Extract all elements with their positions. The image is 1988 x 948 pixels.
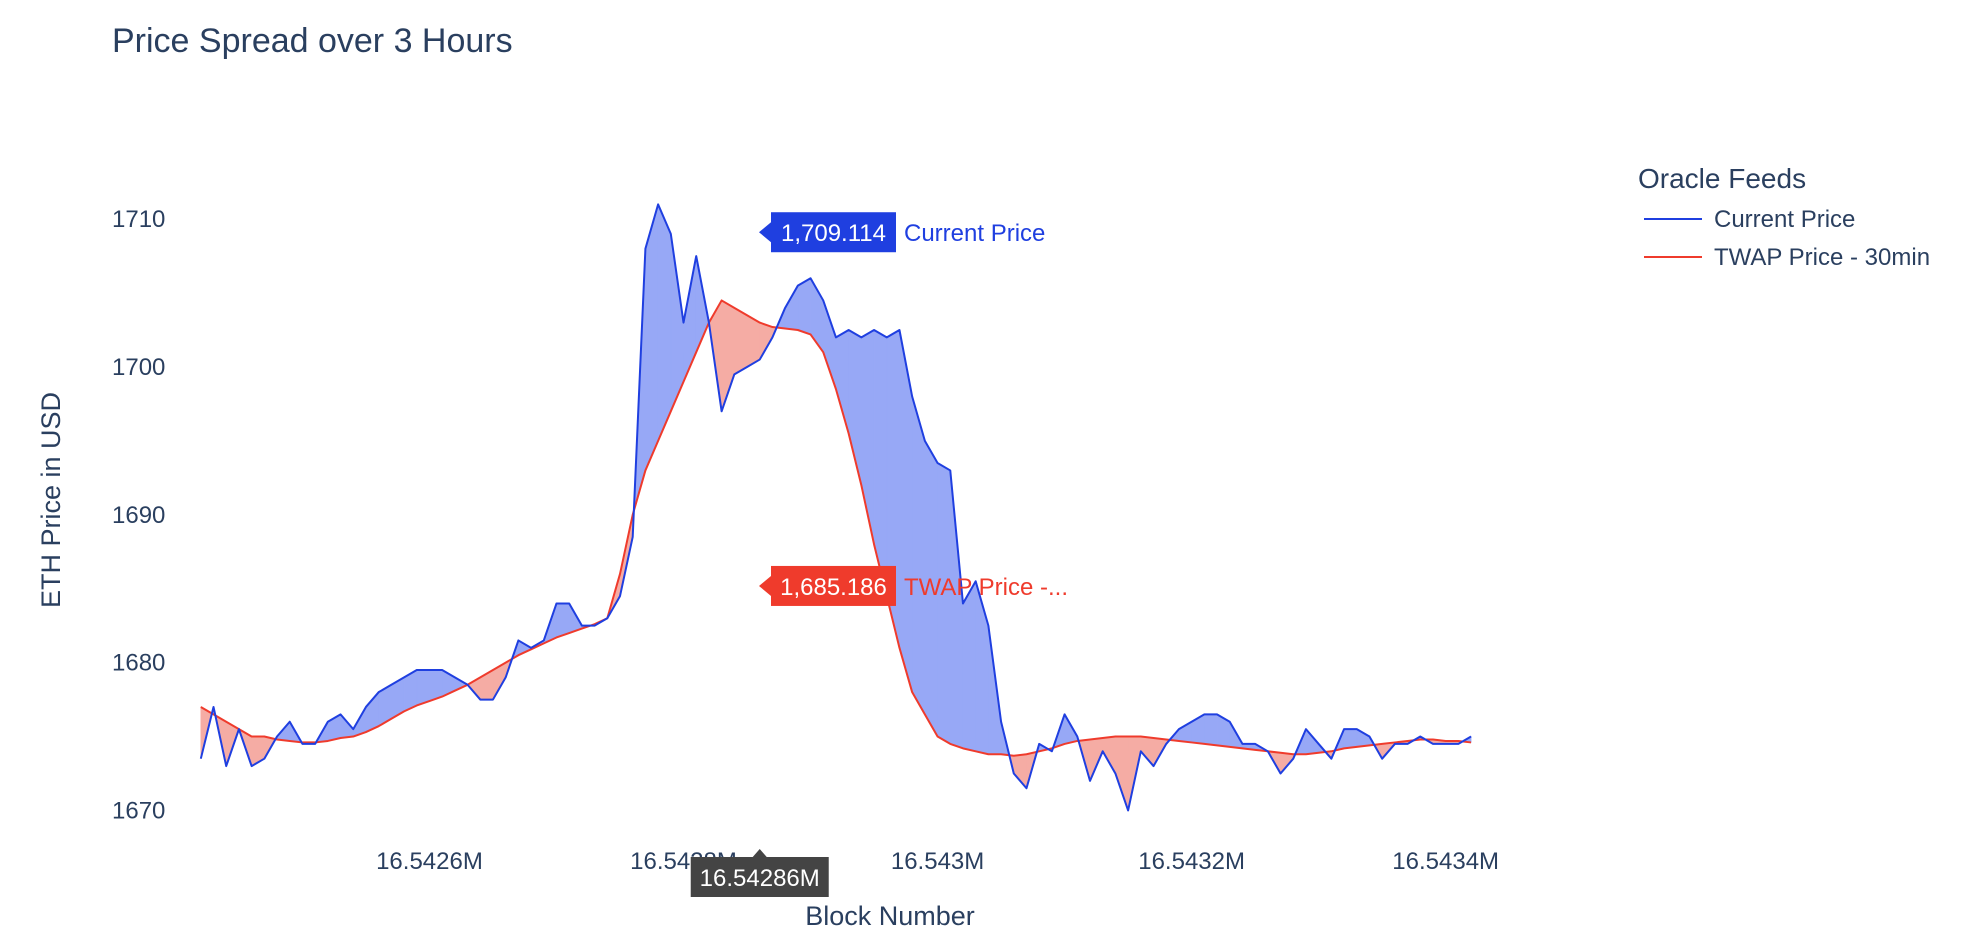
spread-fill-below — [1115, 736, 1129, 811]
x-axis-title: Block Number — [805, 901, 975, 931]
x-tick-label: 16.5432M — [1138, 848, 1245, 875]
hover-series-name: TWAP Price -... — [904, 574, 1068, 601]
hover-value-box — [771, 212, 896, 253]
y-tick-label: 1680 — [112, 650, 165, 677]
x-tick-label: 16.5426M — [376, 848, 483, 875]
legend: Oracle Feeds Current Price TWAP Price - 3… — [1638, 163, 1930, 271]
spread-fill-above — [1216, 713, 1231, 748]
plot-area[interactable] — [199, 203, 1472, 812]
legend-title: Oracle Feeds — [1638, 163, 1806, 194]
hover-value-label: 1,685.186 — [780, 574, 887, 601]
spread-fill-above — [937, 462, 951, 745]
series-lines — [199, 203, 1472, 812]
x-tick-label: 16.543M — [891, 848, 984, 875]
legend-item-label[interactable]: TWAP Price - 30min — [1714, 244, 1930, 271]
y-axis-ticks: 1670 1680 1690 1700 1710 — [112, 206, 165, 824]
x-axis-ticks: 16.5426M 16.5428M 16.543M 16.5432M 16.5434M — [376, 848, 1499, 875]
hover-x-label: 16.54286M — [700, 865, 820, 892]
hover-series-name: Current Price — [904, 220, 1045, 247]
spread-fill-above — [975, 581, 989, 755]
y-tick-label: 1700 — [112, 354, 165, 381]
y-tick-label: 1710 — [112, 206, 165, 233]
hover-label-pointer — [759, 222, 771, 243]
hover-x-pointer — [752, 849, 767, 857]
hover-value-label: 1,709.114 — [781, 220, 886, 247]
hover-label-pointer — [759, 575, 771, 596]
y-tick-label: 1670 — [112, 797, 165, 824]
spread-fill-above — [784, 284, 799, 331]
spread-fill-below — [1140, 736, 1154, 767]
series-line-current-price[interactable] — [199, 203, 1472, 812]
y-tick-label: 1690 — [112, 502, 165, 529]
spread-fill-above — [822, 300, 837, 390]
spread-fill-above — [683, 256, 697, 382]
series-line-twap-price[interactable] — [200, 299, 1472, 757]
spread-fill-above — [1343, 728, 1358, 749]
spread-fill-above — [797, 277, 811, 335]
legend-item-label[interactable]: Current Price — [1714, 206, 1855, 233]
spread-fill-below — [746, 314, 761, 368]
x-tick-label: 16.5434M — [1392, 848, 1499, 875]
spread-fill-above — [911, 396, 926, 716]
hover-tooltips: 16.54286M 1,709.114 Current Price 1,685.186… — [690, 212, 1068, 897]
spread-fill-below — [1013, 753, 1027, 790]
spread-fill-above — [949, 470, 964, 749]
hover-value-box — [771, 565, 896, 606]
spread-fill-above — [416, 669, 430, 706]
y-axis-title: ETH Price in USD — [36, 392, 66, 608]
spread-fill-above — [657, 204, 672, 441]
spread-fill-below — [734, 307, 748, 375]
chart-title: Price Spread over 3 Hours — [112, 22, 513, 60]
spread-fill-above — [962, 580, 976, 752]
spread-fill-above — [556, 603, 570, 638]
spread-fill-above — [1204, 714, 1218, 746]
hover-x-box — [690, 857, 829, 897]
spread-fill-above — [835, 329, 849, 434]
